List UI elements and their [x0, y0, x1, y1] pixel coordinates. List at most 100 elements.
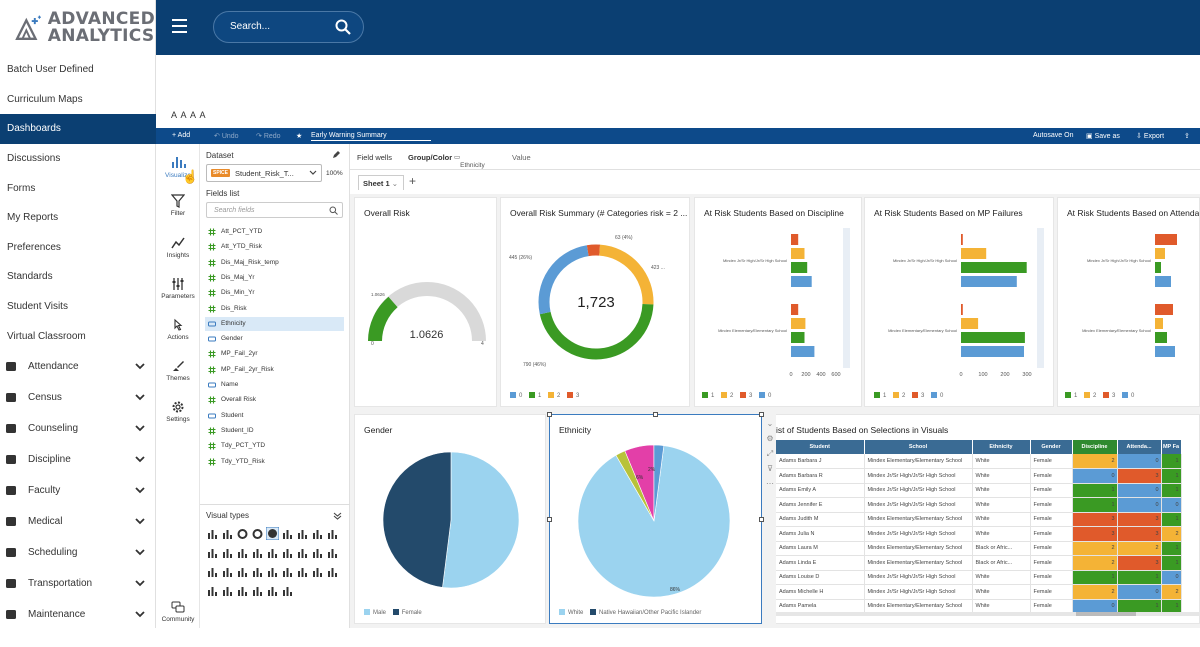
chevron-down-icon[interactable] — [134, 391, 146, 403]
visual-type-bar-v-icon[interactable] — [281, 527, 294, 540]
resize-handle[interactable] — [759, 517, 764, 522]
bar[interactable] — [1155, 304, 1173, 315]
chevron-down-icon[interactable]: ⌄ — [766, 419, 774, 428]
visual-type-combo-icon[interactable] — [206, 546, 219, 559]
nav-group-census[interactable]: Census — [0, 382, 156, 413]
expand-icon[interactable]: ⤢ — [766, 449, 774, 458]
bar[interactable] — [961, 234, 963, 245]
export-button[interactable]: ⇩ Export — [1136, 133, 1165, 140]
save-as-button[interactable]: ▣ Save as — [1086, 133, 1120, 140]
value-well[interactable]: Value — [512, 153, 531, 162]
nav-group-scheduling[interactable]: Scheduling — [0, 537, 156, 568]
sheet-tab[interactable]: Sheet 1 ⌄ — [358, 175, 404, 190]
table-row[interactable]: Adams Judith M Mindex Elementary/Elementa… — [776, 512, 1182, 527]
gear-icon[interactable]: ⚙ — [766, 434, 774, 443]
share-icon[interactable]: ⇪ — [1184, 133, 1190, 140]
bar[interactable] — [791, 262, 808, 273]
field-item[interactable]: Gender — [205, 332, 344, 346]
filter-icon[interactable]: ⊽ — [767, 464, 773, 473]
resize-handle[interactable] — [547, 412, 552, 417]
chevron-down-icon[interactable] — [134, 360, 146, 372]
visual-type-stacked-bar-icon[interactable] — [326, 527, 339, 540]
field-item[interactable]: Ethnicity — [205, 316, 344, 331]
bar-chart-mp-failures[interactable]: Mindex Jr/Sr High/Jr/Sr High School Minde… — [865, 198, 1055, 408]
chart-scrollbar[interactable] — [1037, 228, 1044, 368]
card-overall-risk[interactable]: Overall Risk 1.0626 0 4 1.0626 — [354, 197, 497, 407]
field-item[interactable]: MP_Fail_2yr — [205, 347, 344, 361]
visual-type-area-icon[interactable] — [251, 546, 264, 559]
chevron-down-icon[interactable] — [134, 484, 146, 496]
visual-type-arc-icon[interactable] — [236, 527, 249, 540]
field-item[interactable]: Dis_Risk — [205, 302, 344, 316]
visual-type-waterfall-icon[interactable] — [281, 565, 294, 578]
table-row[interactable]: Adams Linda E Mindex Elementary/Elementar… — [776, 555, 1182, 571]
visual-type-pie-icon[interactable] — [266, 527, 279, 540]
column-header[interactable]: Discipline — [1072, 440, 1118, 454]
bar[interactable] — [961, 304, 963, 315]
field-wells-label[interactable]: Field wells — [357, 153, 393, 162]
visual-type-kpi-icon[interactable] — [296, 546, 309, 559]
donut-slice-1[interactable] — [539, 303, 654, 360]
bar-chart-attendance[interactable]: Mindex Jr/Sr High/Jr/Sr High School Minde… — [1058, 198, 1200, 407]
field-item[interactable]: Tdy_YTD_Risk — [205, 455, 344, 469]
pie-slice-other-b[interactable] — [653, 444, 665, 522]
nav-group-medical[interactable]: Medical — [0, 506, 156, 537]
table-row[interactable]: Adams Louise D Mindex Jr/Sr High/Jr/Sr Hi… — [776, 570, 1182, 585]
visual-type-funnel-icon[interactable] — [281, 546, 294, 559]
bar[interactable] — [1155, 262, 1161, 273]
table-row[interactable]: Adams Laura M Mindex Elementary/Elementar… — [776, 541, 1182, 556]
visual-type-line-2-icon[interactable] — [236, 546, 249, 559]
donut-slice-2[interactable] — [599, 244, 654, 305]
column-header[interactable]: MP Fa — [1161, 440, 1182, 454]
card-gender[interactable]: Gender Male Female — [354, 414, 546, 624]
field-search-input[interactable]: Search fields — [206, 202, 343, 218]
nav-group-faculty[interactable]: Faculty — [0, 475, 156, 506]
pie-slice-female[interactable] — [382, 451, 452, 588]
search-box[interactable]: Search... — [213, 11, 364, 43]
visual-type-autograph-icon[interactable] — [206, 527, 219, 540]
add-button[interactable]: + Add — [172, 132, 191, 139]
edit-pencil-icon[interactable] — [332, 150, 341, 159]
bar[interactable] — [961, 262, 1027, 273]
nav-group-transportation[interactable]: Transportation — [0, 568, 156, 599]
visual-type-clustered-bar-icon[interactable] — [311, 527, 324, 540]
chart-scrollbar[interactable] — [843, 228, 850, 368]
visual-type-heat-icon[interactable] — [206, 565, 219, 578]
pie-chart-gender[interactable] — [355, 415, 547, 625]
nav-item-virtual-classroom[interactable]: Virtual Classroom — [0, 321, 156, 351]
gauge-chart[interactable] — [355, 198, 498, 408]
visual-type-map-icon[interactable] — [326, 565, 339, 578]
nav-item-standards[interactable]: Standards — [0, 262, 156, 292]
nav-item-my-reports[interactable]: My Reports — [0, 203, 156, 233]
redo-button[interactable]: ↷ Redo — [256, 133, 281, 140]
card-attendance[interactable]: At Risk Students Based on Attendan Minde… — [1057, 197, 1200, 407]
visual-type-donut-icon[interactable] — [251, 527, 264, 540]
chevron-down-icon[interactable] — [134, 422, 146, 434]
card-risk-summary[interactable]: Overall Risk Summary (# Categories risk … — [500, 197, 690, 407]
nav-item-curriculum-maps[interactable]: Curriculum Maps — [0, 85, 156, 115]
donut-slice-3[interactable] — [586, 244, 601, 257]
nav-group-discipline[interactable]: Discipline — [0, 444, 156, 475]
resize-handle[interactable] — [653, 412, 658, 417]
bar[interactable] — [791, 346, 815, 357]
card-ethnicity[interactable]: Ethnicity 2% 6% 86% White Native Hawaiia… — [549, 414, 762, 624]
font-size-label[interactable]: A A A A — [171, 110, 207, 120]
bar[interactable] — [1155, 318, 1163, 329]
logo[interactable]: ADVANCED ANALYTICS — [0, 0, 155, 55]
visual-type-scatter-icon[interactable] — [266, 546, 279, 559]
card-mp-failures[interactable]: At Risk Students Based on MP Failures Mi… — [864, 197, 1054, 407]
more-options-icon[interactable]: ⋯ — [766, 479, 774, 488]
field-item[interactable]: Att_YTD_Risk — [205, 240, 344, 254]
themes-button[interactable]: Themes — [156, 359, 200, 382]
visual-type-custom-icon[interactable] — [236, 584, 249, 597]
add-sheet-button[interactable]: + — [409, 174, 417, 188]
table-row[interactable]: Adams Julia N Mindex Jr/Sr High/Jr/Sr Hig… — [776, 526, 1182, 542]
field-item[interactable]: Att_PCT_YTD — [205, 225, 344, 239]
visual-type-line-icon[interactable] — [221, 527, 234, 540]
autosave-toggle[interactable]: Autosave On — [1033, 132, 1074, 139]
field-item[interactable]: Dis_Maj_Yr — [205, 271, 344, 285]
filter-button[interactable]: Filter — [156, 194, 200, 217]
table-row[interactable]: Adams Barbara J Mindex Elementary/Element… — [776, 454, 1182, 469]
nav-item-forms[interactable]: Forms — [0, 173, 156, 203]
visualize-button[interactable]: Visualize — [156, 154, 200, 179]
